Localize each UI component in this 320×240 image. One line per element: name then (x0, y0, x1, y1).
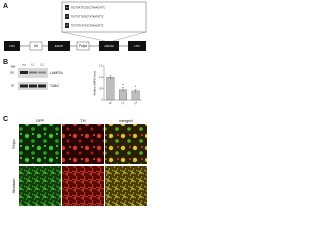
x-tick-label: L1 (120, 100, 125, 105)
y-tick-label: 1.0 (99, 77, 103, 79)
y-tick-label: 0 (101, 100, 103, 102)
mw-header: MW (11, 65, 16, 69)
sequence-box (61, 1, 147, 33)
sequence: TGCTGTCATCACTGAACATTC (71, 24, 104, 27)
panel-label: C (3, 116, 8, 123)
x-tick-label: scr (108, 100, 113, 105)
construct-box (48, 41, 70, 51)
band (38, 71, 46, 74)
protein-label: LAMP2A (50, 71, 63, 75)
micrograph (19, 124, 61, 164)
column-header: GFP (36, 118, 45, 123)
construct-label: PolyA (79, 44, 88, 48)
seq-name: L1 (66, 16, 69, 18)
y-tick-label: 1.5 (99, 66, 103, 68)
micrograph (105, 166, 147, 206)
construct-box (29, 41, 43, 51)
panel-label: A (3, 3, 8, 10)
sequence: TGCTGTTCGGCTATAATATTC (71, 15, 104, 18)
seq-badge (65, 14, 69, 19)
band (20, 84, 28, 88)
seq-name: scr (66, 6, 69, 9)
construct-label: EGFP (55, 44, 63, 48)
page: {"panel_a": {"label": "A", "sequences": … (0, 0, 150, 209)
band (38, 84, 46, 88)
row-header: Striatum (11, 178, 16, 194)
bar (106, 77, 115, 101)
seq-badge (65, 23, 69, 28)
micrograph (62, 166, 104, 206)
significance: * (135, 85, 137, 89)
micrograph (19, 166, 61, 206)
micrograph (62, 124, 104, 164)
seq-badge (65, 5, 69, 10)
bar-chart: Relative LAMP2A levels 0 0.5 1.0 1.5 scr L1 * L2… (94, 66, 142, 105)
significance: * (122, 83, 124, 87)
construct-box (76, 41, 90, 51)
error-bar (122, 87, 124, 93)
band (29, 84, 37, 88)
seq-name: L2 (66, 25, 69, 27)
protein-label: TUBG (50, 84, 59, 88)
error-bar (109, 75, 112, 80)
y-tick-label: 0.5 (99, 88, 103, 90)
y-axis-label: Relative LAMP2A levels (94, 70, 97, 95)
sequence: TGCTGATTCCGCCTAAACATTC (71, 6, 106, 9)
x-tick-label: L2 (133, 100, 138, 105)
band (20, 71, 28, 74)
lane-label: scr (22, 63, 26, 67)
zoom-lines (61, 31, 147, 42)
construct-label: U6 (34, 44, 38, 48)
construct-label: LTR (9, 44, 15, 48)
micrograph (105, 124, 147, 164)
error-bar (134, 89, 137, 93)
column-header: merged (119, 118, 133, 123)
column-header: TH (80, 118, 85, 123)
construct-box (128, 41, 146, 51)
lane-label: L2 (41, 63, 44, 67)
figure: A scr L1 L2 TGCTGATTCCGCCTAAACATTC TGCTG… (3, 1, 147, 206)
construct-box (4, 41, 20, 51)
panel-label: B (3, 59, 8, 66)
mw-label: 55 (11, 84, 14, 88)
mw-label: 100 (10, 71, 15, 75)
construct-box (99, 41, 119, 51)
lane-label: L1 (32, 63, 35, 67)
construct-label: LTR (134, 44, 140, 48)
row-header: SNpc (11, 139, 16, 149)
band (29, 71, 37, 74)
construct-label: shRNA (104, 44, 114, 48)
